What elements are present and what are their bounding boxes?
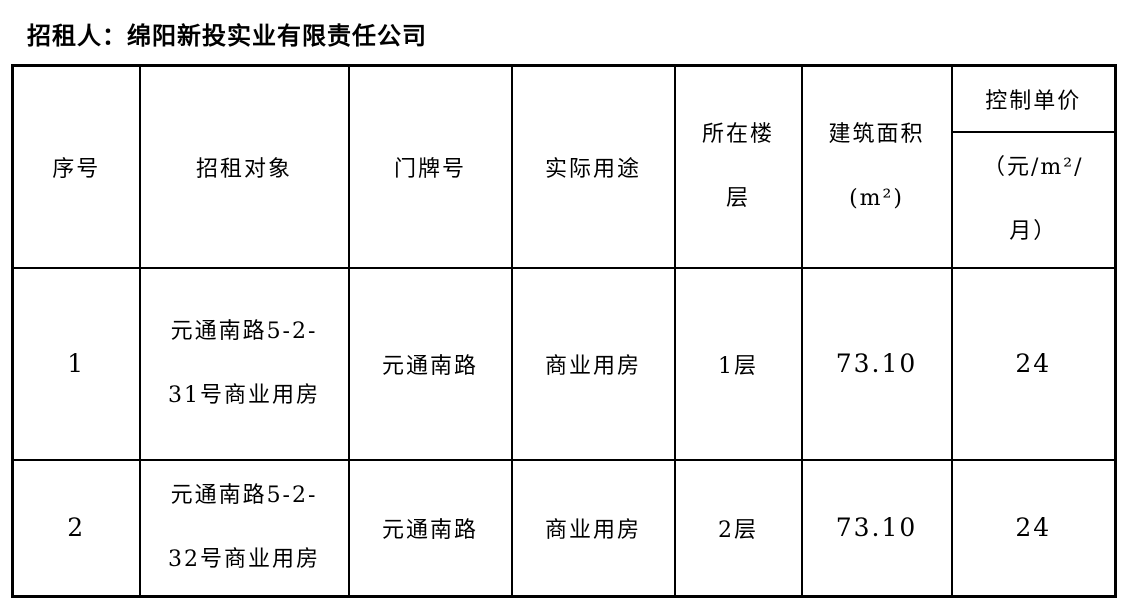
header-actual-use: 实际用途: [510, 64, 676, 269]
cell-lease-object: 元通南路5-2- 31号商业用房: [138, 266, 350, 461]
header-unit-price-unit: （元/m²/ 月）: [950, 130, 1117, 269]
cell-area: 73.10: [800, 266, 953, 461]
cell-unit-price: 24: [950, 266, 1117, 461]
cell-seq: 1: [11, 266, 141, 461]
table-row: 2 元通南路5-2- 32号商业用房 元通南路 商业用房 2层 73.10 24: [11, 458, 1117, 598]
header-row: 序号 招租对象 门牌号 实际用途 所在楼 层 建筑面积 (m²) 控制单价: [11, 64, 1117, 269]
cell-floor: 1层: [673, 266, 803, 461]
cell-house-number: 元通南路: [347, 266, 513, 461]
rental-listings-table: 序号 招租对象 门牌号 实际用途 所在楼 层 建筑面积 (m²) 控制单价 （元…: [11, 64, 1117, 598]
cell-lease-object-line2: 31号商业用房: [168, 382, 320, 408]
header-seq: 序号: [11, 64, 141, 269]
cell-floor: 2层: [673, 458, 803, 598]
cell-actual-use: 商业用房: [510, 266, 676, 461]
header-unit-price-unit-line2: 月）: [1009, 218, 1058, 244]
header-floor-line2: 层: [725, 185, 750, 211]
header-area-line1: 建筑面积: [828, 121, 925, 147]
cell-lease-object-line1: 元通南路5-2-: [170, 318, 318, 344]
cell-lease-object-line1: 元通南路5-2-: [170, 482, 318, 508]
cell-seq: 2: [11, 458, 141, 598]
table-row: 1 元通南路5-2- 31号商业用房 元通南路 商业用房 1层 73.10 24: [11, 266, 1117, 461]
header-area: 建筑面积 (m²): [800, 64, 953, 269]
header-floor: 所在楼 层: [673, 64, 803, 269]
lessor-title: 招租人：绵阳新投实业有限责任公司: [27, 21, 427, 50]
header-house-number: 门牌号: [347, 64, 513, 269]
header-unit-price-unit-line1: （元/m²/: [982, 154, 1084, 180]
cell-lease-object: 元通南路5-2- 32号商业用房: [138, 458, 350, 598]
cell-lease-object-line2: 32号商业用房: [168, 546, 320, 572]
header-area-line2: (m²): [849, 185, 904, 211]
cell-unit-price: 24: [950, 458, 1117, 598]
header-unit-price-unit-row: （元/m²/ 月）: [13, 130, 1117, 269]
cell-area: 73.10: [800, 458, 953, 598]
header-floor-line1: 所在楼: [701, 121, 774, 147]
header-unit-price-title: 控制单价: [950, 64, 1117, 133]
cell-actual-use: 商业用房: [510, 458, 676, 598]
cell-house-number: 元通南路: [347, 458, 513, 598]
header-lease-object: 招租对象: [138, 64, 350, 269]
